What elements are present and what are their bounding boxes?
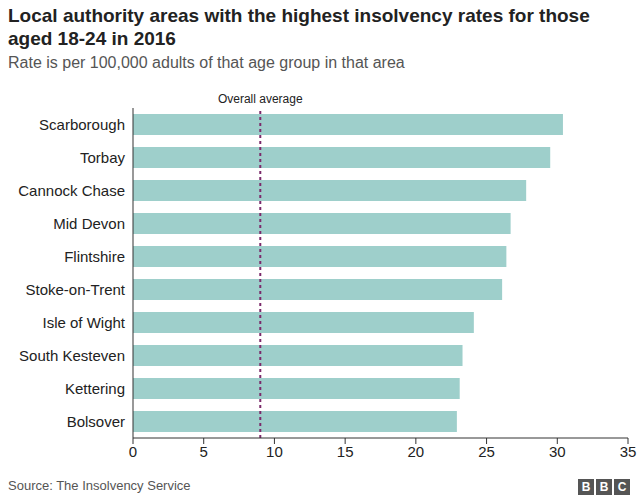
- svg-text:Mid Devon: Mid Devon: [53, 215, 125, 232]
- svg-text:Scarborough: Scarborough: [39, 116, 125, 133]
- svg-text:Flintshire: Flintshire: [64, 248, 125, 265]
- svg-text:20: 20: [408, 443, 425, 460]
- svg-text:Kettering: Kettering: [65, 380, 125, 397]
- html-text:C: C: [617, 480, 627, 494]
- svg-text:15: 15: [337, 443, 354, 460]
- svg-text:Overall average: Overall average: [218, 92, 303, 106]
- svg-text:5: 5: [200, 443, 208, 460]
- svg-text:30: 30: [549, 443, 566, 460]
- svg-text:Isle of Wight: Isle of Wight: [42, 314, 125, 331]
- html-text:Local authority areas with the: Local authority areas with the highest i…: [8, 5, 590, 49]
- html-text:B: B: [581, 480, 591, 494]
- svg-text:Stoke-on-Trent: Stoke-on-Trent: [26, 281, 126, 298]
- html-text:Rate is per 100,000 adults of: Rate is per 100,000 adults of that age g…: [8, 54, 405, 71]
- svg-text:25: 25: [478, 443, 495, 460]
- svg-text:10: 10: [266, 443, 283, 460]
- svg-text:0: 0: [129, 443, 137, 460]
- html-text:Source: The Insolvency Service: Source: The Insolvency Service: [8, 478, 191, 493]
- svg-text:Cannock Chase: Cannock Chase: [18, 182, 125, 199]
- svg-text:35: 35: [620, 443, 632, 460]
- html-text:B: B: [599, 480, 609, 494]
- svg-text:Torbay: Torbay: [80, 149, 126, 166]
- svg-text:Bolsover: Bolsover: [67, 413, 125, 430]
- svg-text:South Kesteven: South Kesteven: [19, 347, 125, 364]
